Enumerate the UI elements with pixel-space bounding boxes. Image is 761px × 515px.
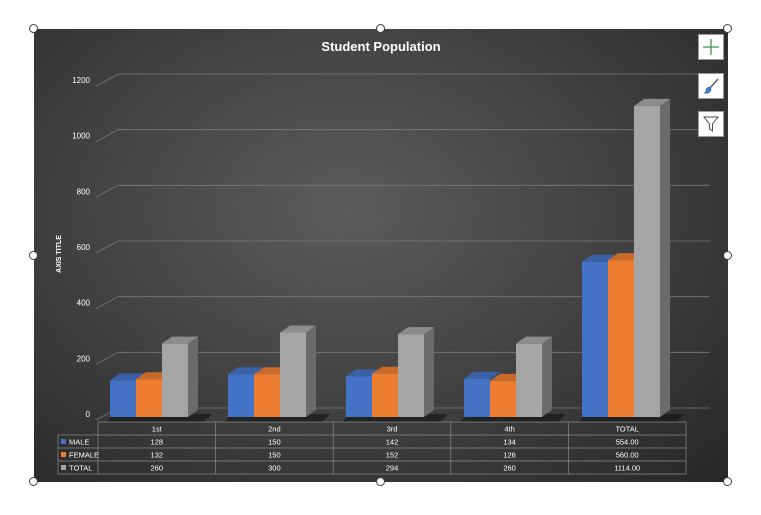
x-tick-label: 4th: [504, 425, 514, 434]
data-table: 1st 2nd 3rd 4th TOTAL MALE 128 150 142 134 554.00 F…: [57, 421, 687, 475]
data-label: 132: [151, 451, 164, 460]
chart-styles-button[interactable]: [698, 73, 724, 99]
data-label: 126: [503, 451, 516, 460]
y-tick-label: 0: [86, 410, 91, 419]
resize-handle-bottom-right[interactable]: [723, 477, 732, 486]
chart-elements-button[interactable]: [698, 34, 724, 60]
data-label: 150: [268, 438, 281, 447]
filter-icon: [702, 115, 720, 133]
data-label: 300: [268, 464, 281, 473]
resize-handle-right[interactable]: [723, 251, 732, 260]
data-label: 294: [386, 464, 399, 473]
data-label: 260: [503, 464, 516, 473]
data-label: 152: [386, 451, 399, 460]
resize-handle-bottom-left[interactable]: [29, 477, 38, 486]
data-label: 150: [268, 451, 281, 460]
x-tick-label: TOTAL: [615, 425, 638, 434]
bar[interactable]: [634, 98, 670, 417]
bar[interactable]: [516, 336, 552, 417]
legend-entry: TOTAL: [69, 464, 92, 473]
legend-entry: MALE: [69, 438, 89, 447]
data-label: 1114.00: [614, 464, 640, 473]
chart-plot: Student Population AXIS TITLE 0 200 400 600…: [56, 39, 710, 475]
legend-key: [61, 439, 66, 444]
x-tick-label: 3rd: [387, 425, 398, 434]
gridline: [95, 73, 119, 87]
resize-handle-left[interactable]: [29, 251, 38, 260]
data-label: 260: [151, 464, 164, 473]
bar[interactable]: [280, 325, 316, 418]
y-tick-label: 200: [77, 354, 91, 363]
legend-key: [61, 452, 66, 457]
y-tick-label: 400: [77, 299, 91, 308]
data-label: 142: [386, 438, 399, 447]
resize-handle-top-right[interactable]: [723, 24, 732, 33]
y-tick-label: 1000: [72, 132, 90, 141]
bars: [106, 98, 684, 422]
data-label: 134: [503, 438, 516, 447]
y-axis-ticks: 0 200 400 600 800 1000 1200: [72, 76, 90, 419]
resize-handle-bottom[interactable]: [376, 477, 385, 486]
y-axis-title[interactable]: AXIS TITLE: [56, 235, 63, 273]
chart-filters-button[interactable]: [698, 111, 724, 137]
plus-icon: [702, 38, 720, 56]
gridline: [95, 296, 119, 310]
paintbrush-icon: [702, 77, 720, 95]
y-tick-label: 600: [77, 243, 91, 252]
gridline: [95, 184, 119, 198]
data-label: 560.00: [616, 451, 639, 460]
x-tick-label: 2nd: [268, 425, 281, 434]
data-label: 554.00: [616, 438, 639, 447]
bar[interactable]: [398, 327, 434, 417]
resize-handle-top-left[interactable]: [29, 24, 38, 33]
y-tick-label: 800: [77, 187, 91, 196]
chart-area[interactable]: Student Population AXIS TITLE 0 200 400 600…: [34, 29, 728, 482]
data-label: 128: [151, 438, 164, 447]
y-tick-label: 1200: [72, 76, 90, 85]
x-tick-label: 1st: [152, 425, 163, 434]
bar[interactable]: [162, 336, 198, 417]
gridline: [95, 351, 119, 365]
resize-handle-top[interactable]: [376, 24, 385, 33]
chart-title[interactable]: Student Population: [321, 39, 440, 54]
legend-key: [61, 465, 66, 470]
gridline: [95, 240, 119, 254]
gridline: [95, 129, 119, 143]
legend-entry: FEMALE: [69, 451, 99, 460]
